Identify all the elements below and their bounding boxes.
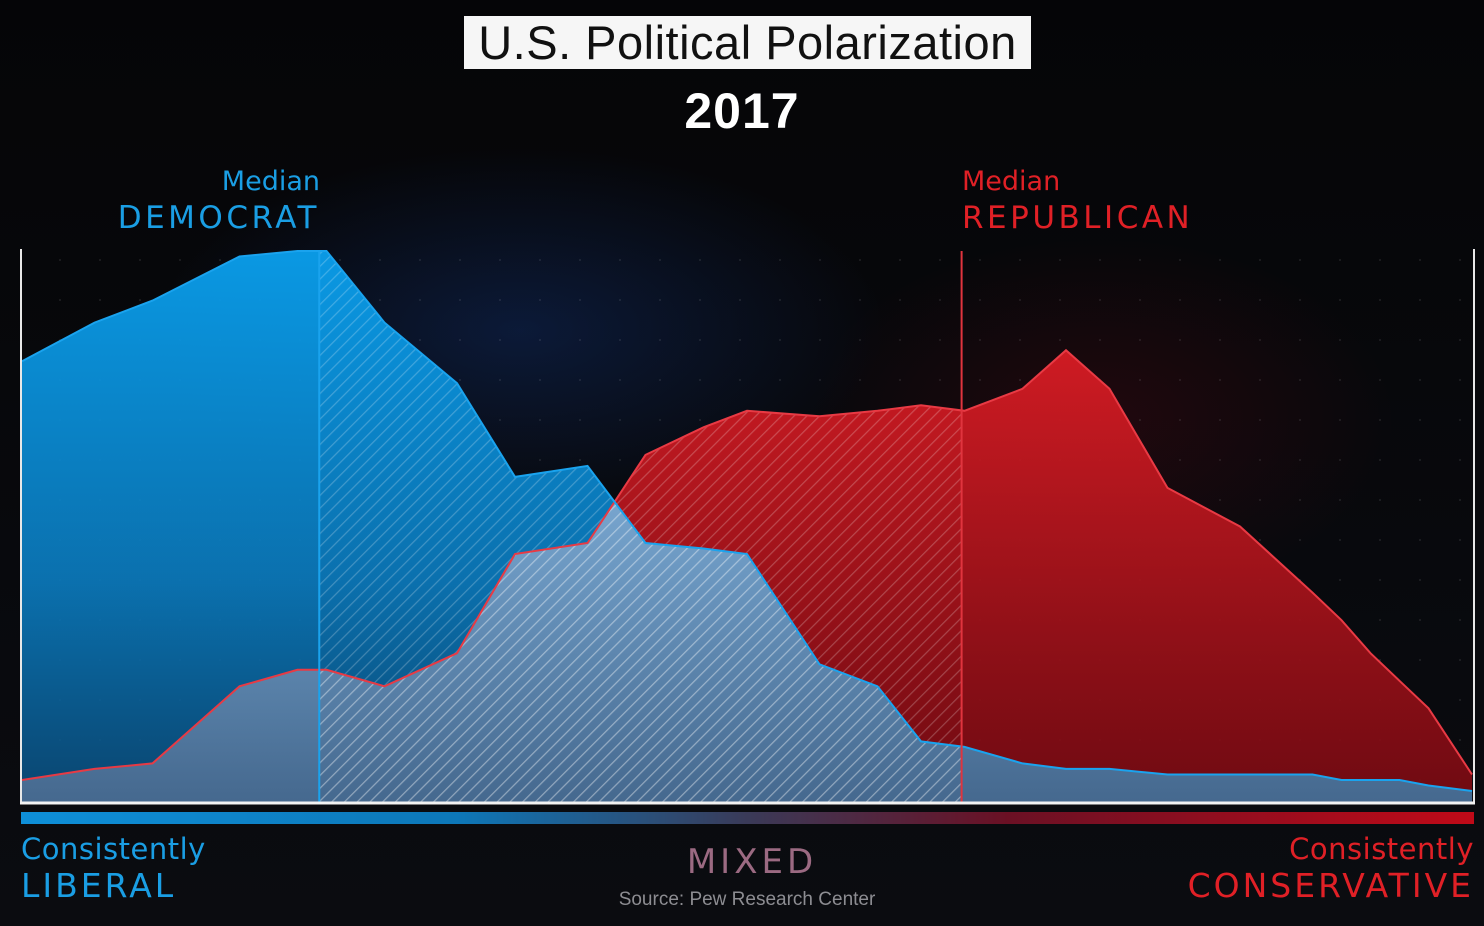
axis-right-label: Consistently CONSERVATIVE <box>1188 832 1474 906</box>
median-democrat-line1: Median <box>221 166 320 197</box>
median-democrat-label: Median DEMOCRAT <box>118 166 320 238</box>
axis-center-label: MIXED <box>686 842 818 882</box>
chart-title: U.S. Political Polarization <box>478 16 1017 69</box>
axis-left-label: Consistently LIBERAL <box>21 832 206 906</box>
median-democrat-line2: DEMOCRAT <box>117 200 320 236</box>
chart-year: 2017 <box>684 83 800 139</box>
median-republican-label: Median REPUBLICAN <box>962 166 1193 238</box>
axis-left-line2: LIBERAL <box>21 866 177 905</box>
axis-right-line2: CONSERVATIVE <box>1187 866 1474 905</box>
republican-line <box>21 348 1473 781</box>
chart-title-box: U.S. Political Polarization <box>464 16 1031 69</box>
ideology-gradient-bar <box>21 812 1474 824</box>
axis-right-line1: Consistently <box>1289 832 1474 866</box>
hatch-republican <box>319 405 962 802</box>
median-republican-line2: REPUBLICAN <box>962 200 1194 236</box>
median-republican-line1: Median <box>962 166 1061 197</box>
democrat-line <box>21 250 1473 792</box>
source-note: Source: Pew Research Center <box>618 889 876 910</box>
axis-left-line1: Consistently <box>21 832 206 866</box>
